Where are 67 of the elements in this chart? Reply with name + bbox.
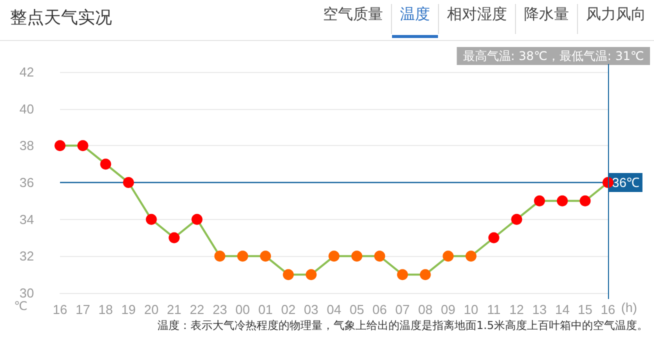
y-tick-label: 30 — [20, 286, 34, 300]
text: 风力风向 — [577, 4, 654, 34]
chart-title: 整点天气实况 — [10, 7, 112, 29]
text: 温度：表示大气冷热程度的物理量，气象上给出的温度是指离地面1.5米高度上百叶箱中的空气温度。 — [158, 319, 648, 332]
point — [420, 269, 431, 280]
x-tick-label: 16 — [600, 302, 616, 317]
point — [580, 195, 591, 206]
point — [54, 140, 66, 152]
y-axis-title: ℃ — [14, 299, 28, 313]
point — [488, 232, 500, 244]
point — [146, 214, 157, 225]
point — [442, 250, 454, 262]
point — [214, 250, 226, 262]
x-tick-label: 11 — [487, 302, 501, 317]
point — [168, 232, 180, 244]
point — [511, 214, 522, 225]
x-axis-title: (h) — [621, 300, 638, 315]
point — [282, 269, 294, 280]
y-tick-label: 40 — [20, 101, 34, 116]
x-tick-label: 02 — [281, 302, 296, 317]
point — [374, 250, 386, 262]
text: 温度 — [391, 4, 438, 34]
x-tick-label: 21 — [166, 302, 182, 317]
x-tick-label: 19 — [121, 302, 136, 317]
point — [123, 177, 134, 188]
y-tick-label: 42 — [20, 64, 34, 80]
x-tick-label: 00 — [235, 302, 250, 317]
point — [397, 269, 408, 280]
y-tick-label: 34 — [20, 212, 34, 227]
x-tick-label: 05 — [350, 302, 364, 317]
x-tick-label: 18 — [98, 302, 113, 317]
x-tick-label: 08 — [418, 302, 433, 317]
x-tick-label: 17 — [76, 302, 90, 317]
x-tick-label: 15 — [578, 302, 592, 317]
x-tick-label: 01 — [258, 302, 273, 317]
x-tick-label: 23 — [212, 302, 228, 317]
point — [306, 269, 317, 280]
text: 最高气温: 38℃，最低气温: 31℃ — [462, 49, 644, 63]
x-tick-label: 20 — [144, 302, 159, 317]
point — [237, 250, 248, 262]
point — [77, 140, 88, 152]
point — [100, 158, 112, 170]
x-tick-label: 04 — [326, 302, 342, 317]
text: 降水量 — [515, 4, 577, 34]
point — [351, 250, 362, 262]
x-tick-label: 07 — [395, 302, 410, 317]
x-tick-label: 13 — [532, 302, 547, 317]
x-tick-label: 16 — [52, 302, 68, 317]
x-tick-label: 10 — [464, 302, 478, 317]
x-tick-label: 12 — [509, 302, 524, 317]
y-tick-label: 36 — [20, 175, 34, 190]
point — [260, 250, 271, 262]
point — [466, 250, 476, 262]
y-tick-label: 38 — [20, 138, 34, 154]
ref-line-label: 36℃ — [612, 175, 640, 190]
x-tick-label: 09 — [440, 302, 456, 317]
point — [192, 214, 202, 225]
x-tick-label: 06 — [372, 302, 387, 317]
x-tick-label: 14 — [555, 302, 570, 317]
point — [556, 195, 568, 206]
x-tick-label: 03 — [304, 302, 318, 317]
point — [534, 195, 545, 206]
x-tick-label: 22 — [190, 302, 204, 317]
text: 相对湿度 — [438, 4, 515, 34]
point — [328, 250, 340, 262]
y-tick-label: 32 — [20, 248, 34, 264]
text: 空气质量 — [322, 4, 384, 25]
